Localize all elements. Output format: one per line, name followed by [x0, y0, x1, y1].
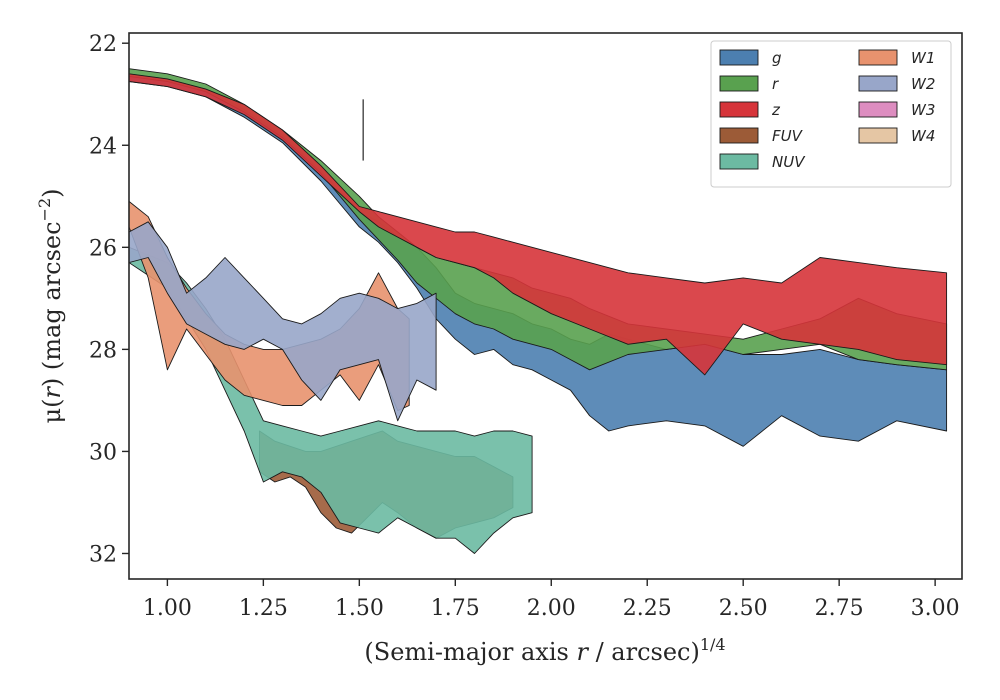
legend-label-r: r [772, 75, 779, 93]
band-w2 [129, 221, 437, 422]
legend-label-w3: W3 [911, 101, 935, 119]
x-tick-label: 2.75 [815, 596, 864, 621]
y-tick-label: 24 [89, 134, 117, 159]
x-tick-label: 2.50 [719, 596, 768, 621]
band-nuv [129, 246, 533, 554]
x-tick-label: 3.00 [911, 596, 960, 621]
legend-label-w4: W4 [911, 127, 935, 145]
legend-swatch-fuv [719, 127, 759, 144]
x-tick-label: 2.00 [527, 596, 576, 621]
band-z [129, 73, 948, 376]
y-tick-label: 32 [89, 542, 117, 567]
x-axis-label: (Semi-major axis r / arcsec)1/4 [364, 635, 725, 666]
legend-swatch-r [719, 75, 759, 92]
legend-label-nuv: NUV [772, 153, 806, 171]
plot-frame [128, 32, 963, 580]
plot-area [129, 68, 948, 554]
x-axis-ticks: 1.00 1.25 1.50 1.75 2.00 2.25 2.50 2.75 3.00 [143, 579, 960, 621]
legend-swatch-w1 [858, 49, 898, 66]
legend-swatch-z [719, 101, 759, 118]
y-axis-ticks: 22 24 26 28 30 32 [89, 32, 129, 567]
series-layer [129, 68, 948, 554]
x-tick-label: 1.75 [431, 596, 480, 621]
y-tick-label: 26 [89, 236, 117, 261]
legend-swatch-g [719, 49, 759, 66]
legend-label-g: g [772, 49, 782, 67]
y-axis-label: μ(r) (mag arcsec−2) [35, 188, 66, 423]
x-tick-label: 1.50 [335, 596, 384, 621]
y-tick-label: 28 [89, 338, 117, 363]
legend-label-w1: W1 [911, 49, 935, 67]
x-tick-label: 1.00 [143, 596, 192, 621]
legend-swatch-w3 [858, 101, 898, 118]
legend-label-w2: W2 [911, 75, 935, 93]
x-tick-label: 2.25 [623, 596, 672, 621]
x-tick-label: 1.25 [239, 596, 288, 621]
legend-label-fuv: FUV [772, 127, 804, 145]
legend-swatch-w4 [858, 127, 898, 144]
y-tick-label: 22 [89, 32, 117, 57]
legend-swatch-nuv [719, 153, 759, 170]
legend-swatch-w2 [858, 75, 898, 92]
y-tick-label: 30 [89, 440, 117, 465]
legend: grz FUV NUV W1 W2 W3 W4 [710, 40, 952, 188]
legend-label-z: z [771, 101, 781, 119]
